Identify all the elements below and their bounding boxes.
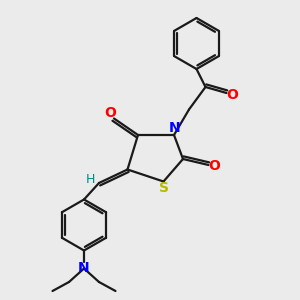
Text: N: N: [169, 122, 180, 135]
Text: S: S: [159, 181, 169, 195]
Text: O: O: [208, 160, 220, 173]
Text: H: H: [85, 173, 95, 186]
Text: O: O: [104, 106, 116, 120]
Text: O: O: [226, 88, 238, 102]
Text: N: N: [78, 261, 90, 275]
